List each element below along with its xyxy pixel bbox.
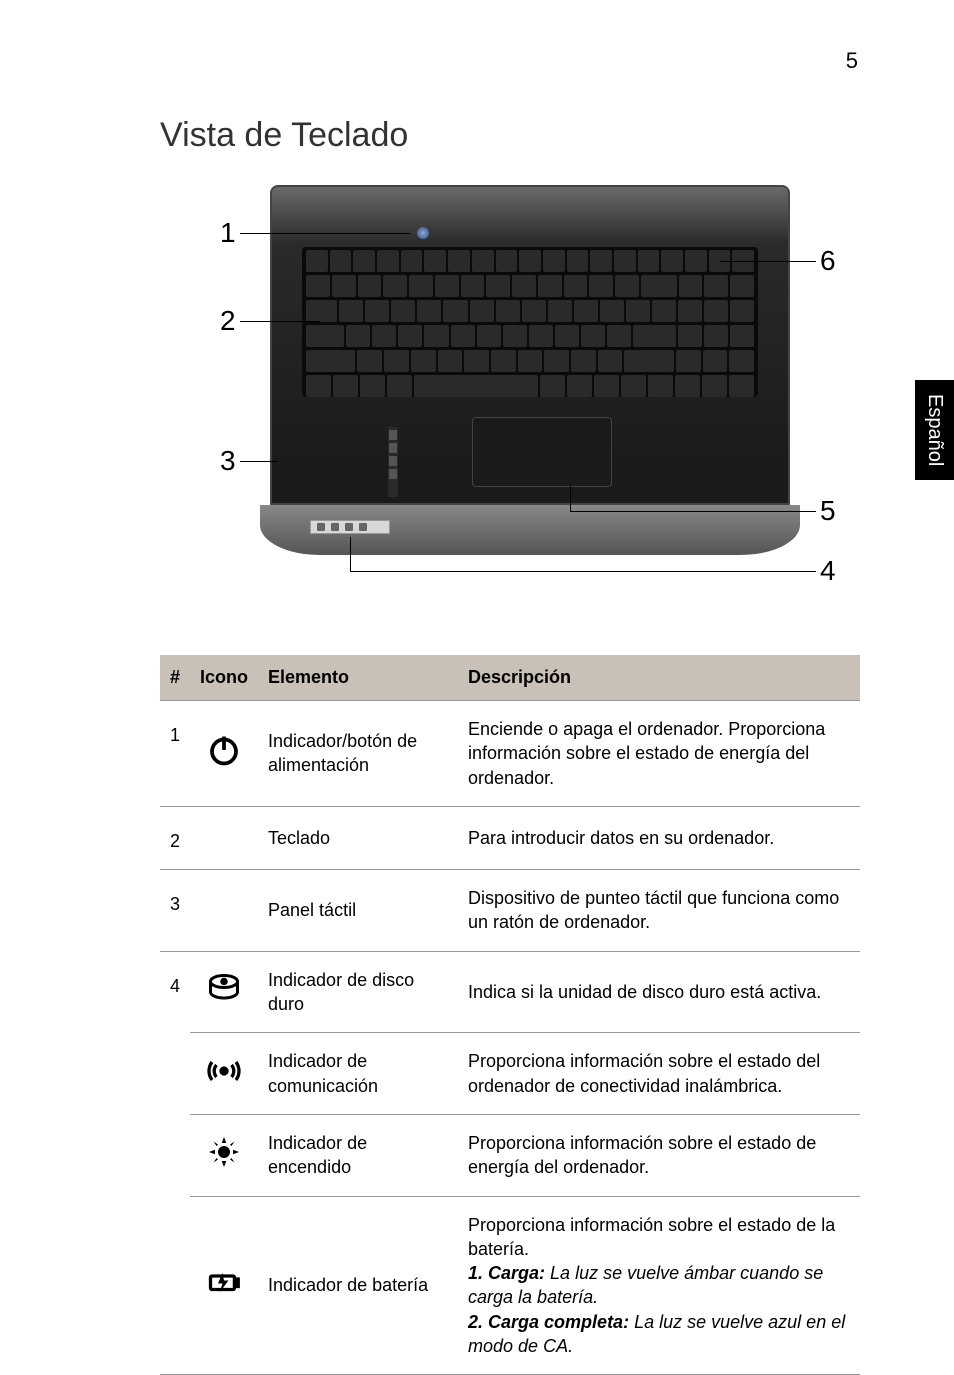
- cell-icon: [190, 1196, 258, 1375]
- cell-desc: Proporciona información sobre el estado …: [458, 1196, 860, 1375]
- col-num: #: [160, 655, 190, 701]
- cell-desc: Proporciona información sobre el estado …: [458, 1033, 860, 1115]
- table-row: 1 Indicador/botón de alimentación Encien…: [160, 701, 860, 807]
- cell-icon: [190, 701, 258, 807]
- power-button-graphic: [417, 227, 429, 239]
- label-6: 6: [820, 245, 836, 277]
- label-1: 1: [220, 217, 236, 249]
- cell-num: 4: [160, 951, 190, 1375]
- language-tab: Español: [915, 380, 954, 480]
- keyboard-graphic: [302, 247, 758, 397]
- desc-l1-bold: 1. Carga:: [468, 1263, 545, 1283]
- cell-icon: [190, 951, 258, 1033]
- port-strip: [388, 427, 398, 497]
- desc-intro: Proporciona información sobre el estado …: [468, 1215, 835, 1259]
- table-row: Indicador de encendido Proporciona infor…: [160, 1114, 860, 1196]
- table-row: 2 Teclado Para introducir datos en su or…: [160, 806, 860, 869]
- table-row: 3 Panel táctil Dispositivo de punteo tác…: [160, 870, 860, 952]
- cell-elem: Indicador de batería: [258, 1196, 458, 1375]
- table-header-row: # Icono Elemento Descripción: [160, 655, 860, 701]
- page-content: Vista de Teclado 1 2 3: [160, 116, 860, 1375]
- cell-icon: [190, 870, 258, 952]
- label-3: 3: [220, 445, 236, 477]
- table-row: 4 Indicador de disco duro Indica si la u…: [160, 951, 860, 1033]
- cell-elem: Indicador de encendido: [258, 1114, 458, 1196]
- label-5: 5: [820, 495, 836, 527]
- cell-icon: [190, 806, 258, 869]
- hdd-icon: [206, 971, 242, 1007]
- page-title: Vista de Teclado: [160, 116, 860, 155]
- cell-desc: Proporciona información sobre el estado …: [458, 1114, 860, 1196]
- cell-elem: Indicador de comunicación: [258, 1033, 458, 1115]
- table-row: Indicador de comunicación Proporciona in…: [160, 1033, 860, 1115]
- cell-icon: [190, 1033, 258, 1115]
- cell-num: 2: [160, 806, 190, 869]
- keyboard-diagram: 1 2 3 6 5 4: [160, 185, 860, 615]
- label-4: 4: [820, 555, 836, 587]
- table-row: Indicador de batería Proporciona informa…: [160, 1196, 860, 1375]
- col-elem: Elemento: [258, 655, 458, 701]
- cell-elem: Panel táctil: [258, 870, 458, 952]
- cell-num: 1: [160, 701, 190, 807]
- cell-elem: Indicador/botón de alimentación: [258, 701, 458, 807]
- cell-desc: Enciende o apaga el ordenador. Proporcio…: [458, 701, 860, 807]
- cell-desc: Indica si la unidad de disco duro está a…: [458, 951, 860, 1033]
- col-icon: Icono: [190, 655, 258, 701]
- power-led-icon: [206, 1134, 242, 1170]
- cell-num: 3: [160, 870, 190, 952]
- indicator-strip: [310, 520, 390, 534]
- page-number: 5: [846, 48, 858, 74]
- spec-table: # Icono Elemento Descripción 1 Indicador…: [160, 655, 860, 1375]
- cell-icon: [190, 1114, 258, 1196]
- desc-l2-bold: 2. Carga completa:: [468, 1312, 629, 1332]
- power-icon: [206, 732, 242, 768]
- cell-desc: Para introducir datos en su ordenador.: [458, 806, 860, 869]
- battery-icon: [206, 1264, 242, 1300]
- trackpad-graphic: [472, 417, 612, 487]
- cell-elem: Teclado: [258, 806, 458, 869]
- label-2: 2: [220, 305, 236, 337]
- cell-elem: Indicador de disco duro: [258, 951, 458, 1033]
- col-desc: Descripción: [458, 655, 860, 701]
- wireless-icon: [206, 1053, 242, 1089]
- cell-desc: Dispositivo de punteo táctil que funcion…: [458, 870, 860, 952]
